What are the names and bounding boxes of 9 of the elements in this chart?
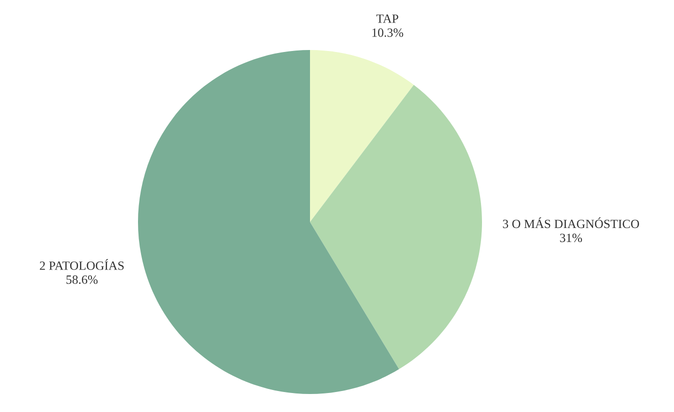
data-label: 10.3% — [372, 28, 404, 37]
data-label: 58.6% — [66, 275, 98, 284]
slice-label: 2 PATOLOGÍAS — [40, 259, 124, 270]
pie-slice — [138, 50, 400, 394]
pie-slice — [310, 84, 482, 370]
pie-slice — [310, 50, 414, 222]
slice-label: 3 O MÁS DIAGNÓSTICO — [502, 217, 640, 228]
data-label: 31% — [560, 234, 582, 242]
slice-label: TAP — [376, 14, 398, 23]
